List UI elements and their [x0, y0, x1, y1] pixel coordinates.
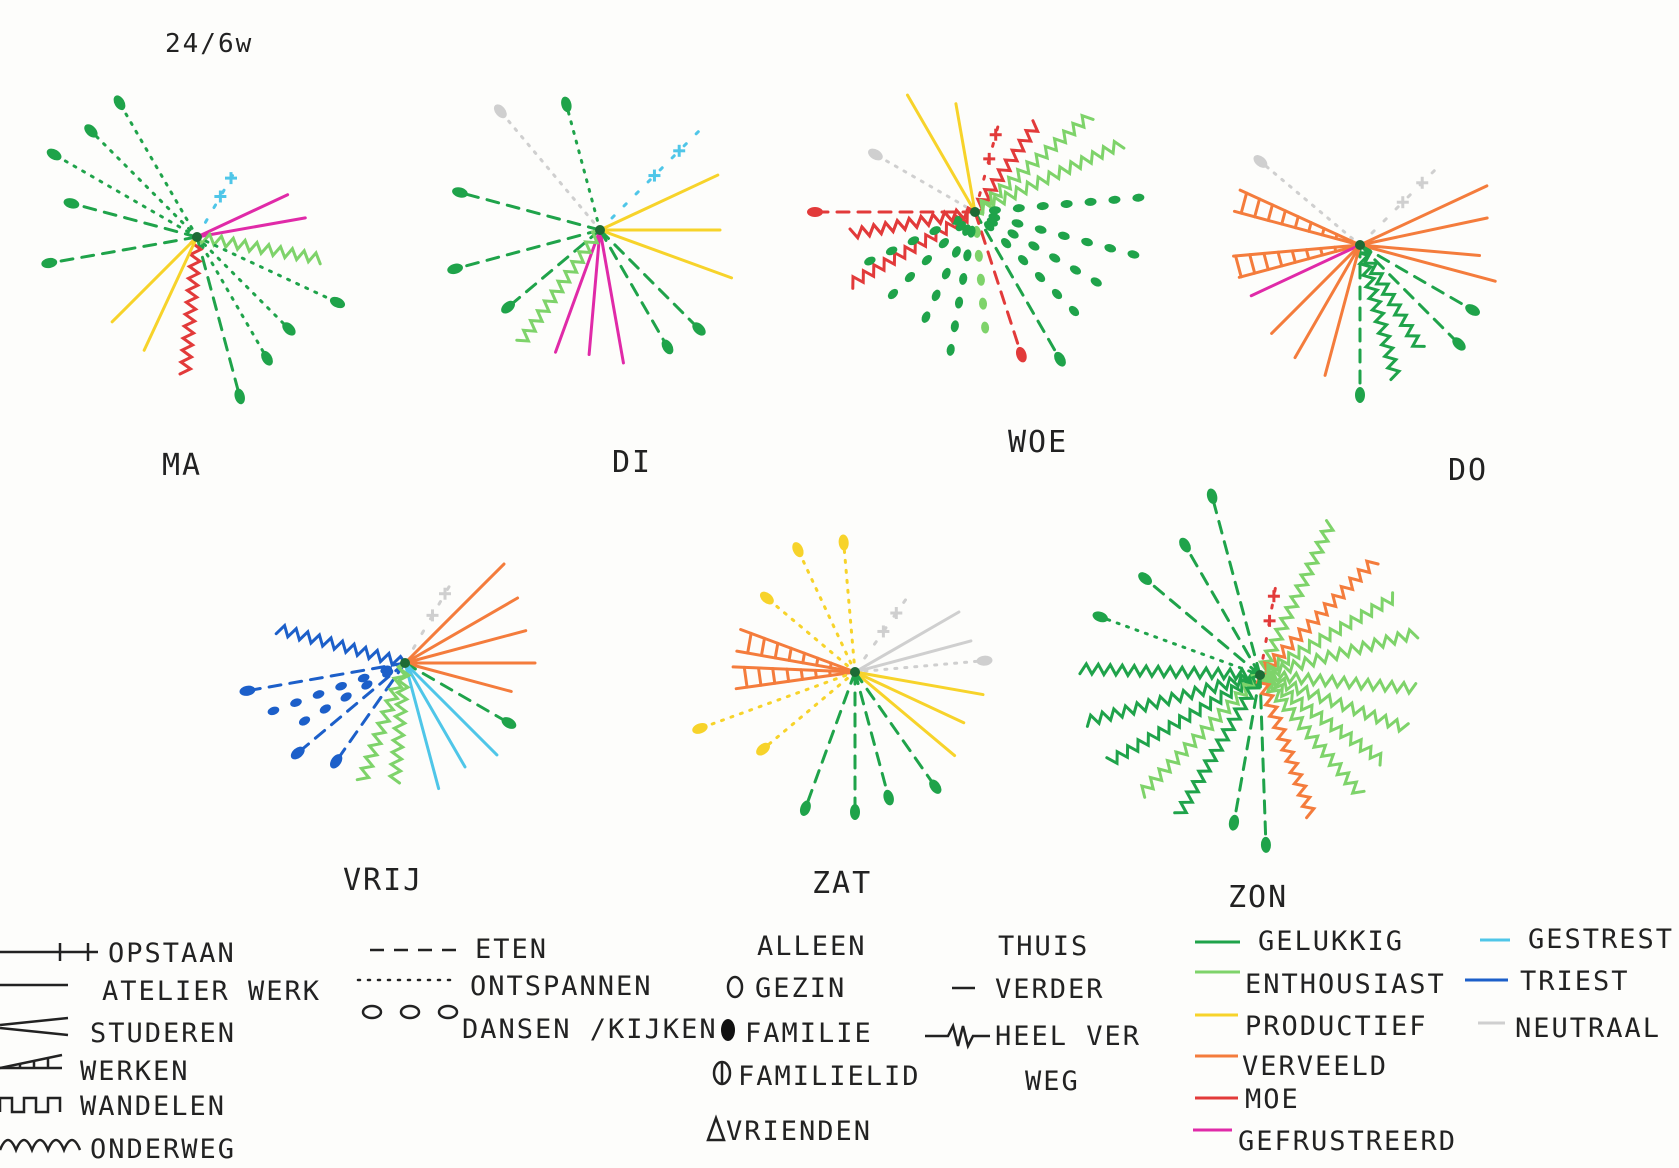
burst-zat [692, 534, 993, 820]
wedge-line-icon [0, 1016, 69, 1037]
day-label-woe: WOE [1008, 425, 1068, 460]
ovals-line-icon [361, 1004, 459, 1020]
legend-triest: TRIEST [1520, 966, 1630, 997]
burst-vrij [239, 562, 537, 791]
legend-wandelen: WANDELEN [80, 1091, 226, 1122]
day-label-do: DO [1448, 453, 1488, 488]
legend-weg: WEG [1025, 1066, 1080, 1097]
burst-di [447, 96, 734, 365]
date-note: 24/6w [165, 29, 253, 59]
legend-gefrustreerd: GEFRUSTREERD [1238, 1126, 1457, 1157]
zigzag-icon [925, 1022, 990, 1050]
legend-atelier-werk: ATELIER WERK [102, 976, 321, 1007]
legend-company: ALLEEN GEZIN FAMILIE FAMILIELID VRIENDEN [706, 931, 921, 1147]
legend-onderweg: ONDERWEG [90, 1134, 236, 1165]
ladder-wedge-icon [0, 1053, 63, 1070]
legend-opstaan: OPSTAAN [108, 938, 236, 969]
legend-gelukkig: GELUKKIG [1258, 926, 1404, 957]
legend-familielid: FAMILIELID [738, 1061, 921, 1092]
legend-verveeld: VERVEELD [1242, 1051, 1388, 1082]
legend-ontspannen: ONTSPANNEN [470, 971, 653, 1002]
cross-line-icon [0, 943, 98, 961]
legend-dansen-kijken: DANSEN /KIJKEN [462, 1014, 718, 1045]
day-label-zon: ZON [1228, 880, 1288, 915]
burst-woe [807, 93, 1145, 367]
burst-zon [1078, 488, 1420, 853]
legend-activities: OPSTAAN ATELIER WERK STUDEREN WERKEN WAN… [0, 938, 321, 1165]
legend-vrienden: VRIENDEN [726, 1116, 872, 1147]
day-label-ma: MA [162, 448, 202, 483]
open-circle-icon [726, 975, 744, 999]
barred-circle-icon [712, 1060, 732, 1086]
day-label-zat: ZAT [812, 866, 872, 901]
day-bursts [41, 93, 1497, 853]
burst-do [1232, 155, 1497, 403]
legend-alleen: ALLEEN [757, 931, 867, 962]
legend-gezin: GEZIN [755, 973, 846, 1004]
filled-oval-icon [721, 1019, 735, 1041]
legend-studeren: STUDEREN [90, 1018, 236, 1049]
burst-ma [41, 95, 346, 405]
day-label-di: DI [612, 445, 652, 480]
legend-leisure: ETEN ONTSPANNEN DANSEN /KIJKEN [356, 934, 718, 1045]
legend-werken: WERKEN [80, 1056, 190, 1087]
legend-location: THUIS VERDER HEEL VER WEG [925, 931, 1141, 1097]
legend-moe: MOE [1245, 1084, 1300, 1115]
legend-eten: ETEN [475, 934, 548, 965]
wavy-line-icon [0, 1138, 82, 1154]
legend-moods-b: GESTREST TRIEST NEUTRAAL [1465, 924, 1674, 1044]
day-label-vrij: VRIJ [343, 863, 423, 898]
legend-thuis: THUIS [998, 931, 1089, 962]
triangle-icon [706, 1114, 726, 1142]
legend-gestrest: GESTREST [1528, 924, 1674, 955]
legend-heel-ver: HEEL VER [995, 1021, 1141, 1052]
square-wave-icon [0, 1096, 62, 1114]
legend-moods-a: GELUKKIG ENTHOUSIAST PRODUCTIEF VERVEELD… [1193, 926, 1457, 1157]
legend-productief: PRODUCTIEF [1245, 1011, 1428, 1042]
legend-familie: FAMILIE [745, 1018, 873, 1049]
legend-neutraal: NEUTRAAL [1515, 1013, 1661, 1044]
legend-enthousiast: ENTHOUSIAST [1245, 969, 1446, 1000]
legend-verder: VERDER [995, 974, 1105, 1005]
